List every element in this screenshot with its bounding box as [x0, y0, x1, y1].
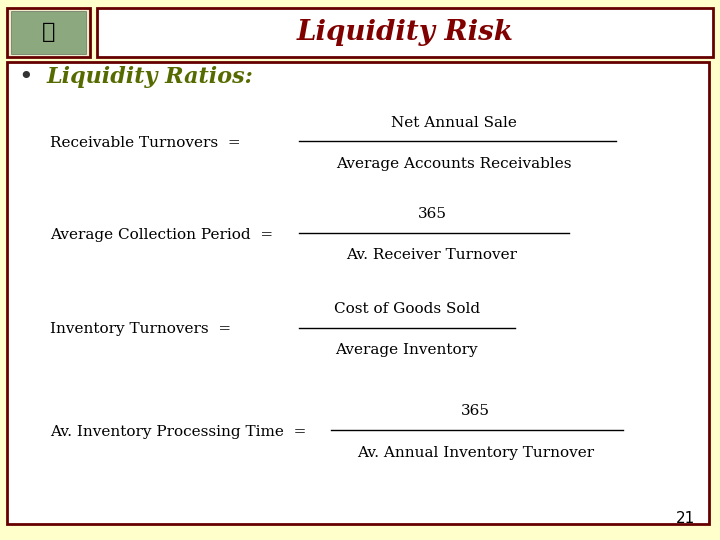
- Text: Av. Receiver Turnover: Av. Receiver Turnover: [346, 248, 518, 262]
- FancyBboxPatch shape: [97, 8, 713, 57]
- Text: Av. Annual Inventory Turnover: Av. Annual Inventory Turnover: [356, 446, 594, 460]
- FancyBboxPatch shape: [11, 11, 86, 54]
- Text: Cost of Goods Sold: Cost of Goods Sold: [334, 302, 480, 316]
- Text: Average Inventory: Average Inventory: [336, 343, 478, 357]
- Text: 365: 365: [418, 207, 446, 221]
- Text: •: •: [18, 65, 32, 89]
- Text: 🔒: 🔒: [42, 22, 55, 43]
- Text: Inventory Turnovers  =: Inventory Turnovers =: [50, 322, 232, 336]
- Text: 365: 365: [461, 404, 490, 418]
- Text: Net Annual Sale: Net Annual Sale: [391, 116, 516, 130]
- FancyBboxPatch shape: [7, 8, 90, 57]
- Text: Av. Inventory Processing Time  =: Av. Inventory Processing Time =: [50, 425, 307, 439]
- Text: Average Collection Period  =: Average Collection Period =: [50, 228, 274, 242]
- Text: Liquidity Risk: Liquidity Risk: [297, 19, 514, 46]
- Text: Liquidity Ratios:: Liquidity Ratios:: [47, 66, 253, 87]
- FancyBboxPatch shape: [7, 62, 709, 524]
- Text: Receivable Turnovers  =: Receivable Turnovers =: [50, 136, 241, 150]
- Text: 21: 21: [675, 511, 695, 526]
- Text: Average Accounts Receivables: Average Accounts Receivables: [336, 157, 572, 171]
